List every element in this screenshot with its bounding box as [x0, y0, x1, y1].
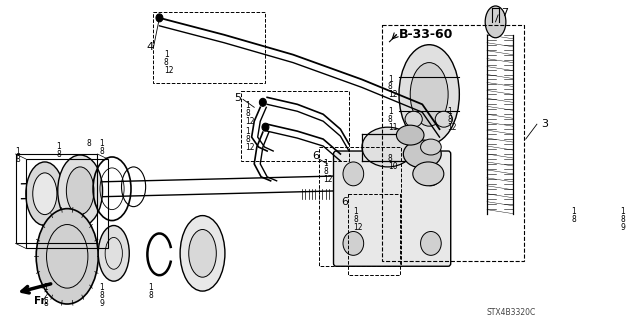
Text: 12: 12 [388, 90, 397, 100]
Text: 8: 8 [621, 215, 625, 224]
Ellipse shape [399, 45, 460, 144]
Text: 1: 1 [148, 283, 153, 292]
Ellipse shape [343, 232, 364, 255]
Text: 3: 3 [541, 119, 548, 129]
Text: 1: 1 [56, 142, 61, 151]
Ellipse shape [573, 135, 634, 238]
Text: 8: 8 [148, 291, 153, 300]
Ellipse shape [180, 216, 225, 291]
Text: 9: 9 [621, 223, 625, 232]
Bar [348, 194, 400, 275]
Text: 12: 12 [323, 175, 333, 184]
Text: 1: 1 [388, 75, 392, 84]
Text: 1: 1 [246, 101, 250, 110]
Text: 1: 1 [323, 159, 328, 168]
Ellipse shape [485, 6, 506, 38]
Text: Fr.: Fr. [35, 296, 49, 306]
Bar [382, 25, 524, 261]
Ellipse shape [420, 139, 441, 155]
Text: 1: 1 [388, 107, 392, 116]
Text: 8: 8 [388, 115, 392, 124]
Text: 1: 1 [246, 127, 250, 136]
Text: 8: 8 [86, 139, 91, 148]
Text: 12: 12 [246, 117, 255, 126]
Bar [241, 92, 349, 161]
Ellipse shape [435, 111, 452, 127]
Text: 1: 1 [99, 283, 104, 292]
Text: 4: 4 [147, 42, 154, 52]
Text: 2: 2 [43, 291, 48, 300]
Ellipse shape [343, 162, 364, 186]
Text: 8: 8 [99, 291, 104, 300]
Ellipse shape [396, 125, 424, 145]
Text: 8: 8 [388, 154, 392, 163]
Text: 5: 5 [234, 93, 241, 103]
Text: 6: 6 [341, 197, 348, 207]
Ellipse shape [420, 162, 441, 186]
Ellipse shape [259, 98, 266, 106]
Text: 8: 8 [43, 299, 48, 308]
Text: 12: 12 [246, 143, 255, 152]
Text: 12: 12 [447, 123, 457, 132]
Ellipse shape [635, 143, 640, 231]
Text: 7: 7 [502, 8, 509, 18]
Text: B-33-60: B-33-60 [399, 28, 453, 41]
Text: 10: 10 [388, 162, 397, 171]
Text: STX4B3320C: STX4B3320C [487, 308, 536, 317]
Text: 1: 1 [572, 207, 576, 216]
Ellipse shape [410, 63, 448, 126]
Text: 1: 1 [447, 107, 452, 116]
Text: 8: 8 [388, 82, 392, 92]
Bar [15, 154, 97, 243]
Text: 1: 1 [621, 207, 625, 216]
Ellipse shape [26, 162, 64, 226]
Text: 11: 11 [388, 123, 397, 132]
Text: 8: 8 [99, 147, 104, 156]
Text: 12: 12 [353, 223, 363, 232]
Ellipse shape [156, 14, 163, 22]
Text: 8: 8 [246, 135, 250, 144]
Text: 1: 1 [43, 283, 48, 292]
Ellipse shape [584, 153, 622, 220]
Text: 8: 8 [15, 155, 20, 164]
Bar [154, 12, 266, 84]
Ellipse shape [362, 127, 413, 167]
Text: 9: 9 [99, 299, 104, 308]
Ellipse shape [36, 209, 99, 304]
Text: 8: 8 [56, 150, 61, 159]
Bar [319, 147, 401, 266]
Text: 8: 8 [572, 215, 576, 224]
Ellipse shape [33, 173, 57, 215]
Text: 1: 1 [99, 139, 104, 148]
Ellipse shape [67, 167, 94, 215]
Text: 1: 1 [15, 147, 20, 156]
Ellipse shape [189, 229, 216, 277]
Text: 8: 8 [353, 215, 358, 224]
Text: 8: 8 [246, 109, 250, 118]
Ellipse shape [405, 111, 422, 127]
Ellipse shape [58, 155, 102, 226]
Ellipse shape [403, 140, 441, 168]
Ellipse shape [99, 226, 129, 281]
Bar [26, 159, 108, 249]
Text: 1: 1 [164, 50, 168, 59]
Text: 1: 1 [353, 207, 358, 216]
Ellipse shape [420, 232, 441, 255]
Ellipse shape [262, 123, 269, 131]
Text: 8: 8 [447, 115, 452, 124]
Text: 8: 8 [323, 167, 328, 176]
FancyBboxPatch shape [333, 151, 451, 266]
Text: 8: 8 [164, 58, 168, 67]
Ellipse shape [413, 162, 444, 186]
Text: 6: 6 [312, 151, 319, 161]
Text: 12: 12 [164, 66, 173, 75]
